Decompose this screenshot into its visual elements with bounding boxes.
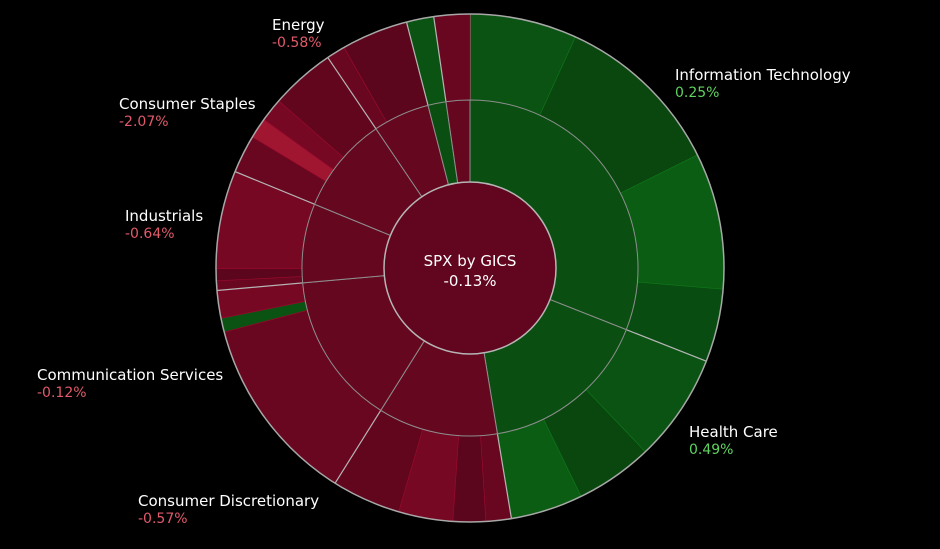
sector-change: -0.57%: [138, 511, 188, 527]
sector-change: 0.25%: [675, 85, 720, 101]
label-energy: Energy -0.58%: [272, 16, 325, 52]
inner-ring: [301, 99, 639, 437]
sector-change: -0.58%: [272, 35, 322, 51]
sector-name: Communication Services: [37, 366, 224, 384]
sector-name: Energy: [272, 16, 325, 34]
sector-change: 0.49%: [689, 442, 734, 458]
sector-name: Industrials: [125, 207, 204, 225]
sector-name: Information Technology: [675, 66, 851, 84]
sector-change: -0.12%: [37, 385, 87, 401]
label-communication-services: Communication Services -0.12%: [37, 366, 223, 402]
center-value: -0.13%: [443, 272, 496, 290]
label-information-technology: Information Technology 0.25%: [675, 66, 851, 102]
sector-change: -0.64%: [125, 226, 175, 242]
label-health-care: Health Care 0.49%: [689, 423, 778, 459]
sector-change: -2.07%: [119, 114, 169, 130]
sector-name: Consumer Discretionary: [138, 492, 320, 510]
label-industrials: Industrials -0.64%: [125, 207, 203, 243]
label-consumer-staples: Consumer Staples -2.07%: [119, 95, 256, 131]
label-consumer-discretionary: Consumer Discretionary -0.57%: [138, 492, 319, 528]
outer-ring: [215, 13, 725, 523]
center-disc: [383, 181, 557, 355]
sector-name: Health Care: [689, 423, 778, 441]
outer-rim: [215, 13, 725, 523]
center-title: SPX by GICS: [424, 252, 517, 270]
sector-name: Consumer Staples: [119, 95, 256, 113]
